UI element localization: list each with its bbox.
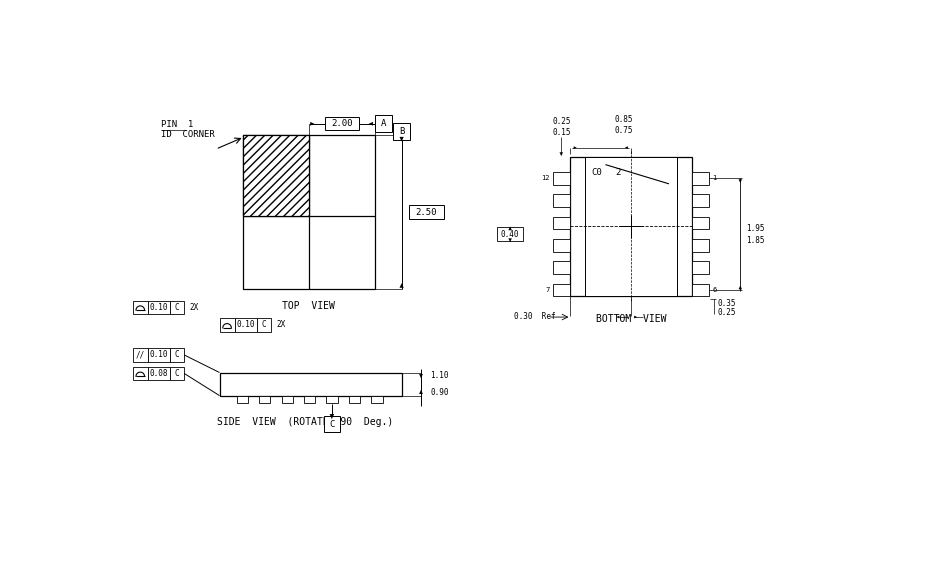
Text: B: B <box>399 127 405 136</box>
Bar <box>497 228 523 241</box>
Text: 0.40: 0.40 <box>501 230 520 239</box>
Polygon shape <box>625 146 628 149</box>
Bar <box>693 262 710 274</box>
Bar <box>235 318 256 332</box>
Bar <box>570 157 693 295</box>
Polygon shape <box>508 238 512 242</box>
Text: A: A <box>381 119 387 128</box>
Bar <box>553 195 570 207</box>
Text: 0.75: 0.75 <box>614 126 633 135</box>
Bar <box>693 217 710 229</box>
Bar <box>371 396 383 403</box>
Polygon shape <box>508 226 512 230</box>
Text: 1: 1 <box>712 176 716 181</box>
Text: 2: 2 <box>616 168 620 177</box>
Text: C: C <box>175 303 180 312</box>
Text: 1.95: 1.95 <box>746 223 764 233</box>
Bar <box>393 123 410 140</box>
Polygon shape <box>738 286 742 289</box>
Text: 0.25: 0.25 <box>552 117 571 126</box>
Bar <box>133 301 148 314</box>
Bar <box>553 262 570 274</box>
Text: 0.85: 0.85 <box>614 115 633 124</box>
Bar <box>375 115 392 132</box>
Bar <box>553 239 570 252</box>
Text: 0.25: 0.25 <box>718 308 736 317</box>
Polygon shape <box>400 283 404 288</box>
Text: 1.85: 1.85 <box>746 236 764 245</box>
Bar <box>243 135 374 289</box>
Bar <box>219 318 235 332</box>
Text: 0.15: 0.15 <box>552 128 571 137</box>
Bar <box>693 284 710 297</box>
Text: C: C <box>261 320 266 329</box>
Bar <box>349 396 360 403</box>
Bar <box>408 206 445 219</box>
Bar <box>133 348 148 362</box>
Text: SIDE  VIEW  (ROTATE  90  Deg.): SIDE VIEW (ROTATE 90 Deg.) <box>217 417 393 427</box>
Bar <box>324 416 340 432</box>
Text: //: // <box>136 350 145 359</box>
Text: 1.10: 1.10 <box>430 372 448 381</box>
Text: 0.90: 0.90 <box>430 388 448 397</box>
Bar <box>553 217 570 229</box>
Polygon shape <box>617 316 619 319</box>
Bar <box>243 135 309 216</box>
Bar <box>237 396 248 403</box>
Polygon shape <box>369 122 373 126</box>
Polygon shape <box>419 374 423 378</box>
Bar <box>553 172 570 185</box>
Text: 2.00: 2.00 <box>331 119 352 128</box>
Bar <box>219 373 402 396</box>
Text: C: C <box>175 369 180 378</box>
Bar <box>693 195 710 207</box>
Bar <box>693 172 710 185</box>
Polygon shape <box>560 152 563 156</box>
Polygon shape <box>574 146 577 149</box>
Bar <box>693 239 710 252</box>
Bar <box>133 367 148 380</box>
Bar <box>325 117 358 130</box>
Polygon shape <box>330 414 334 419</box>
Text: C: C <box>175 350 180 359</box>
Text: 0.35: 0.35 <box>718 299 736 308</box>
Text: 0.10: 0.10 <box>149 350 168 359</box>
Text: C: C <box>330 419 334 429</box>
Polygon shape <box>635 316 637 319</box>
Text: 6: 6 <box>712 287 716 293</box>
Text: 0.30  Ref: 0.30 Ref <box>514 312 556 321</box>
Bar <box>304 396 315 403</box>
Text: 2X: 2X <box>190 303 199 312</box>
Text: 12: 12 <box>542 176 550 181</box>
Bar <box>148 301 170 314</box>
Bar <box>585 157 676 295</box>
Text: 0.10: 0.10 <box>237 320 255 329</box>
Text: 7: 7 <box>545 287 550 293</box>
Bar <box>327 396 337 403</box>
Polygon shape <box>738 179 742 183</box>
Bar <box>256 318 271 332</box>
Text: BOTTOM  VIEW: BOTTOM VIEW <box>596 313 666 324</box>
Bar <box>281 396 293 403</box>
Polygon shape <box>400 137 404 142</box>
Bar <box>170 348 184 362</box>
Text: C0: C0 <box>592 168 602 177</box>
Text: 2.50: 2.50 <box>416 208 437 217</box>
Text: ID  CORNER: ID CORNER <box>161 130 215 139</box>
Bar <box>259 396 270 403</box>
Text: PIN  1: PIN 1 <box>161 120 193 129</box>
Text: 0.10: 0.10 <box>149 303 168 312</box>
Bar <box>170 301 184 314</box>
Text: 2X: 2X <box>276 320 286 329</box>
Text: TOP  VIEW: TOP VIEW <box>282 301 335 311</box>
Bar <box>170 367 184 380</box>
Bar <box>148 348 170 362</box>
Text: 0.08: 0.08 <box>149 369 168 378</box>
Bar <box>553 284 570 297</box>
Bar <box>148 367 170 380</box>
Polygon shape <box>310 122 314 126</box>
Polygon shape <box>419 390 423 394</box>
